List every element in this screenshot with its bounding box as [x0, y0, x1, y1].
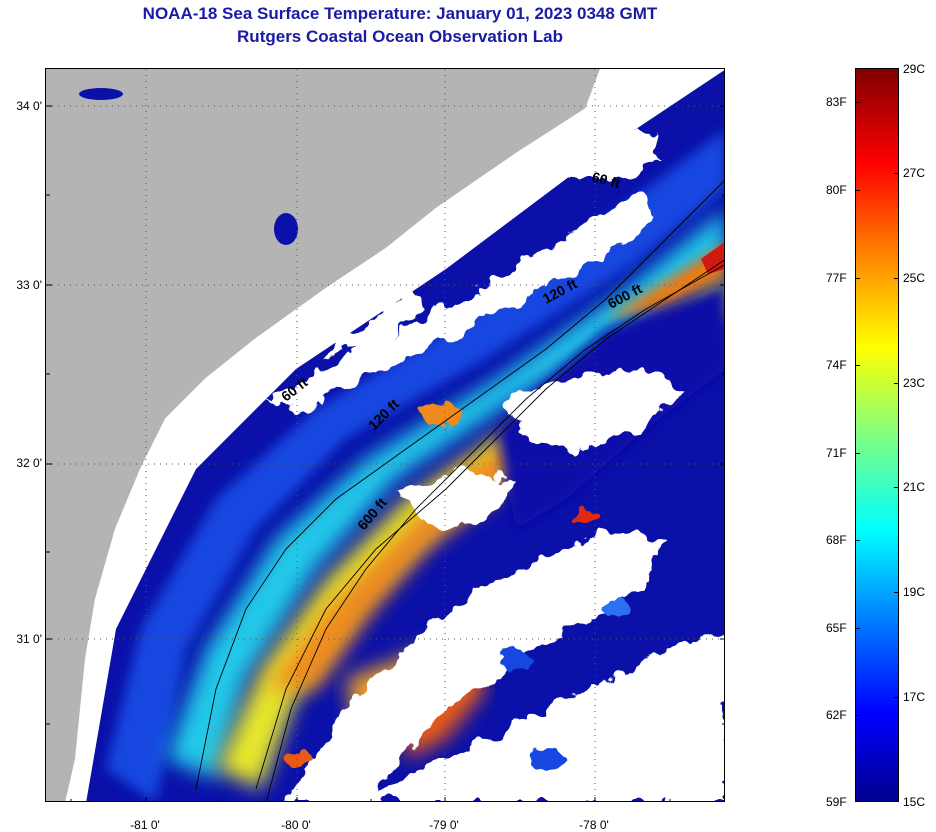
colorbar-label-23c: 23C — [903, 376, 926, 390]
temperature-colorbar — [855, 68, 899, 802]
chart-subtitle: Rutgers Coastal Ocean Observation Lab — [237, 27, 563, 46]
colorbar-label-83f: 83F — [826, 95, 847, 109]
grid-lines — [46, 69, 724, 801]
lon-label-80: -80 0' — [281, 818, 311, 832]
colorbar-label-21c: 21C — [903, 480, 926, 494]
isobath-contours — [195, 180, 724, 801]
colorbar-label-29c: 29C — [903, 62, 926, 76]
colorbar-label-15c: 15C — [903, 795, 926, 809]
colorbar-label-71f: 71F — [826, 446, 847, 460]
land-layer — [46, 69, 602, 801]
colorbar-label-62f: 62F — [826, 708, 847, 722]
chart-title: NOAA-18 Sea Surface Temperature: January… — [142, 4, 658, 23]
lon-label-79: -79 0' — [429, 818, 459, 832]
lat-label-32: 32 0' — [16, 456, 42, 470]
warm-speckles — [282, 402, 630, 771]
lat-label-34: 34 0' — [16, 99, 42, 113]
colorbar-label-74f: 74F — [826, 358, 847, 372]
colorbar-label-27c: 27C — [903, 166, 926, 180]
colorbar-label-77f: 77F — [826, 271, 847, 285]
lat-label-33: 33 0' — [16, 278, 42, 292]
colorbar-label-19c: 19C — [903, 585, 926, 599]
sst-map: 60 ft 120 ft 600 ft 60 ft 120 ft 600 ft — [45, 68, 725, 802]
lon-label-78: -78 0' — [579, 818, 609, 832]
lat-label-31: 31 0' — [16, 632, 42, 646]
colorbar-label-17c: 17C — [903, 690, 926, 704]
sst-map-image: 60 ft 120 ft 600 ft 60 ft 120 ft 600 ft — [46, 69, 724, 801]
cloud-layer — [266, 129, 724, 801]
isobath-label-60ft-north: 60 ft — [590, 168, 622, 191]
lon-label-81: -81 0' — [130, 818, 160, 832]
colorbar-label-65f: 65F — [826, 621, 847, 635]
colorbar-label-68f: 68F — [826, 533, 847, 547]
colorbar-label-25c: 25C — [903, 271, 926, 285]
colorbar-label-80f: 80F — [826, 183, 847, 197]
colorbar-label-59f: 59F — [826, 795, 847, 809]
axis-ticks — [46, 105, 724, 801]
